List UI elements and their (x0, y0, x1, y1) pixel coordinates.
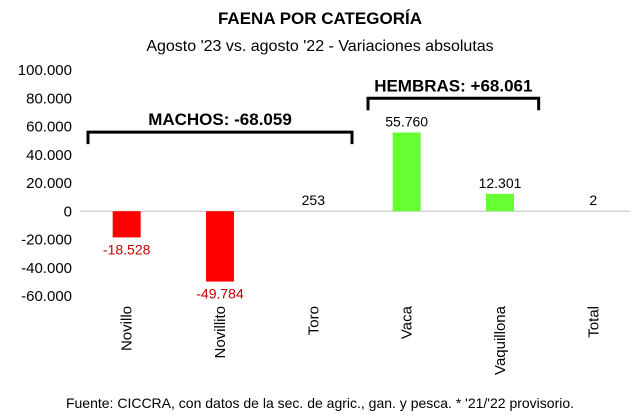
category-labels: Novillo Novillito Toro Vaca Vaquillona Total (119, 305, 603, 375)
y-tick-label: -60.000 (21, 288, 72, 305)
group-brackets: MACHOS: -68.059 HEMBRAS: +68.061 (86, 76, 541, 145)
category-label: Novillito (212, 306, 229, 359)
y-tick-label: -20.000 (21, 232, 72, 249)
category-label: Total (585, 306, 602, 338)
data-label: 253 (302, 192, 326, 208)
category-label: Vaca (399, 305, 416, 339)
data-label: -18.528 (103, 241, 151, 257)
source-note: Fuente: CICCRA, con datos de la sec. de … (66, 395, 574, 411)
bar-novillo (112, 211, 141, 238)
bars (112, 132, 514, 282)
data-label: 55.760 (385, 113, 428, 129)
category-label: Novillo (119, 306, 136, 351)
group-bracket (366, 96, 541, 111)
y-axis: 100.000 80.000 60.000 40.000 20.000 0 -20.000 -… (18, 62, 72, 305)
y-tick-label: 80.000 (26, 90, 72, 107)
data-label: 2 (589, 192, 597, 208)
y-tick-label: 60.000 (26, 119, 72, 136)
chart-title: FAENA POR CATEGORÍA (218, 9, 422, 28)
y-tick-label: 100.000 (18, 62, 72, 79)
chart-subtitle: Agosto '23 vs. agosto '22 - Variaciones … (146, 38, 493, 55)
category-label: Toro (305, 306, 322, 335)
y-tick-label: 20.000 (26, 175, 72, 192)
group-bracket (86, 130, 354, 145)
group-label: MACHOS: -68.059 (148, 110, 292, 129)
data-labels: -18.528 -49.784 253 55.760 12.301 2 (103, 113, 598, 301)
category-label: Vaquillona (492, 305, 509, 375)
y-tick-label: -40.000 (21, 260, 72, 277)
y-tick-label: 0 (64, 203, 72, 220)
bar-vaca (392, 132, 421, 212)
y-tick-label: 40.000 (26, 147, 72, 164)
bar-vaquillona (486, 193, 514, 212)
bar-novillito (206, 211, 234, 282)
group-label: HEMBRAS: +68.061 (374, 76, 532, 95)
data-label: 12.301 (479, 175, 522, 191)
data-label: -49.784 (196, 286, 244, 302)
